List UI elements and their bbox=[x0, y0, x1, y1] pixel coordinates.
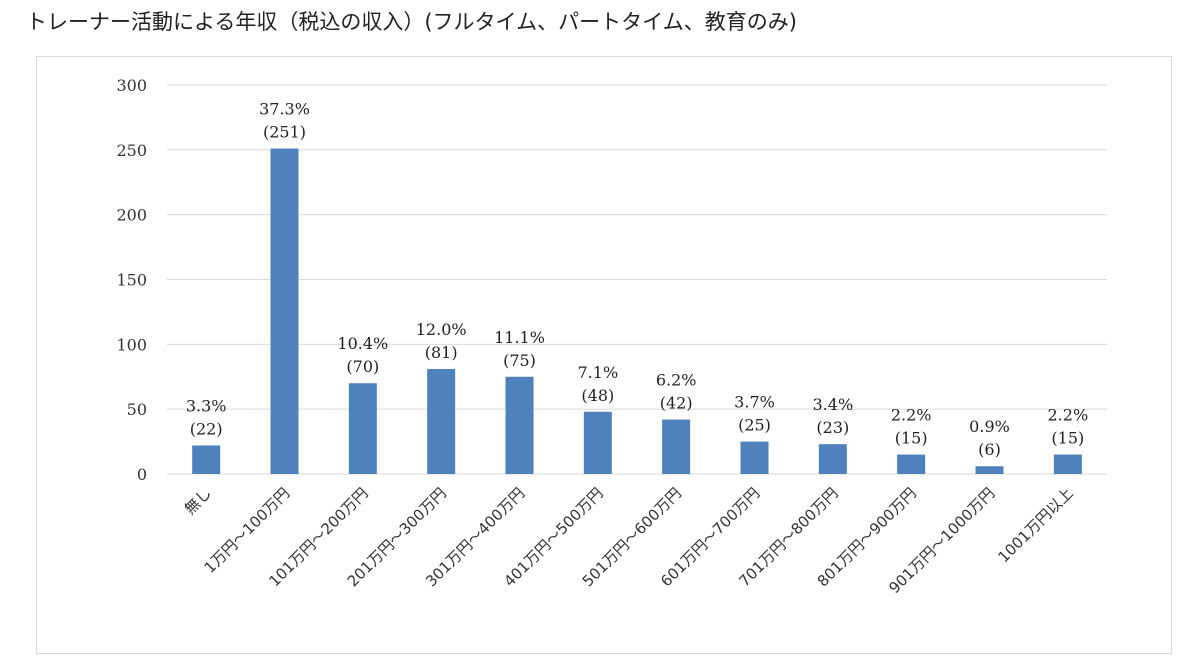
y-tick-label: 50 bbox=[127, 400, 147, 419]
bar bbox=[427, 368, 456, 474]
data-label-percent: 2.2% bbox=[891, 406, 932, 425]
gridlines bbox=[167, 84, 1107, 475]
data-label-count: (22) bbox=[190, 419, 223, 438]
data-label-count: (75) bbox=[503, 351, 536, 370]
y-tick-label: 0 bbox=[137, 465, 147, 484]
data-label-count: (25) bbox=[738, 416, 771, 435]
data-label-percent: 3.4% bbox=[813, 395, 854, 414]
bar bbox=[818, 444, 847, 474]
y-tick-label: 150 bbox=[116, 271, 147, 290]
data-label-percent: 11.1% bbox=[494, 328, 545, 347]
data-label-count: (15) bbox=[1051, 429, 1084, 448]
bar bbox=[662, 419, 691, 474]
data-label-count: (42) bbox=[660, 394, 693, 413]
bars bbox=[192, 148, 1082, 474]
data-label-percent: 10.4% bbox=[337, 334, 388, 353]
bar bbox=[348, 383, 377, 474]
y-tick-label: 250 bbox=[116, 141, 147, 160]
y-tick-label: 200 bbox=[116, 206, 147, 225]
data-label-count: (70) bbox=[346, 357, 379, 376]
chart-area: 0 50 100 150 200 250 300 3.3% (22) 37.3% (251) 10.… bbox=[36, 56, 1172, 654]
data-label-percent: 2.2% bbox=[1048, 406, 1089, 425]
y-tick-label: 100 bbox=[116, 335, 147, 354]
bar bbox=[270, 148, 299, 474]
x-tick-label: 1001万円以上 bbox=[995, 484, 1077, 566]
data-label-percent: 0.9% bbox=[969, 417, 1010, 436]
bar bbox=[583, 411, 612, 474]
data-label-percent: 37.3% bbox=[259, 100, 310, 119]
bar bbox=[897, 454, 926, 474]
data-label-percent: 7.1% bbox=[578, 363, 619, 382]
data-label-percent: 6.2% bbox=[656, 371, 697, 390]
page-title: トレーナー活動による年収（税込の収入）(フルタイム、パートタイム、教育のみ) bbox=[26, 10, 797, 34]
bar bbox=[975, 466, 1004, 474]
bar bbox=[740, 441, 769, 474]
data-label-count: (23) bbox=[816, 418, 849, 437]
bar bbox=[192, 445, 221, 474]
x-tick-label: 無し bbox=[181, 484, 215, 518]
data-label-percent: 3.3% bbox=[186, 396, 227, 415]
data-label-count: (251) bbox=[263, 123, 306, 142]
y-tick-label: 300 bbox=[116, 76, 147, 95]
data-label-count: (15) bbox=[895, 429, 928, 448]
y-axis-ticks: 0 50 100 150 200 250 300 bbox=[116, 76, 147, 484]
data-label-count: (48) bbox=[581, 386, 614, 405]
data-label-count: (6) bbox=[978, 440, 1001, 459]
bar-chart: 0 50 100 150 200 250 300 3.3% (22) 37.3% (251) 10.… bbox=[116, 76, 1107, 597]
bar bbox=[505, 376, 534, 474]
data-label-count: (81) bbox=[425, 343, 458, 362]
data-label-percent: 3.7% bbox=[734, 393, 775, 412]
data-labels: 3.3% (22) 37.3% (251) 10.4% (70) 12.0% (81) 11.1… bbox=[186, 100, 1088, 460]
x-axis-ticks: 無し1万円～100万円101万円～200万円201万円～300万円301万円～4… bbox=[181, 484, 1077, 597]
bar bbox=[1053, 454, 1082, 474]
data-label-percent: 12.0% bbox=[416, 320, 467, 339]
